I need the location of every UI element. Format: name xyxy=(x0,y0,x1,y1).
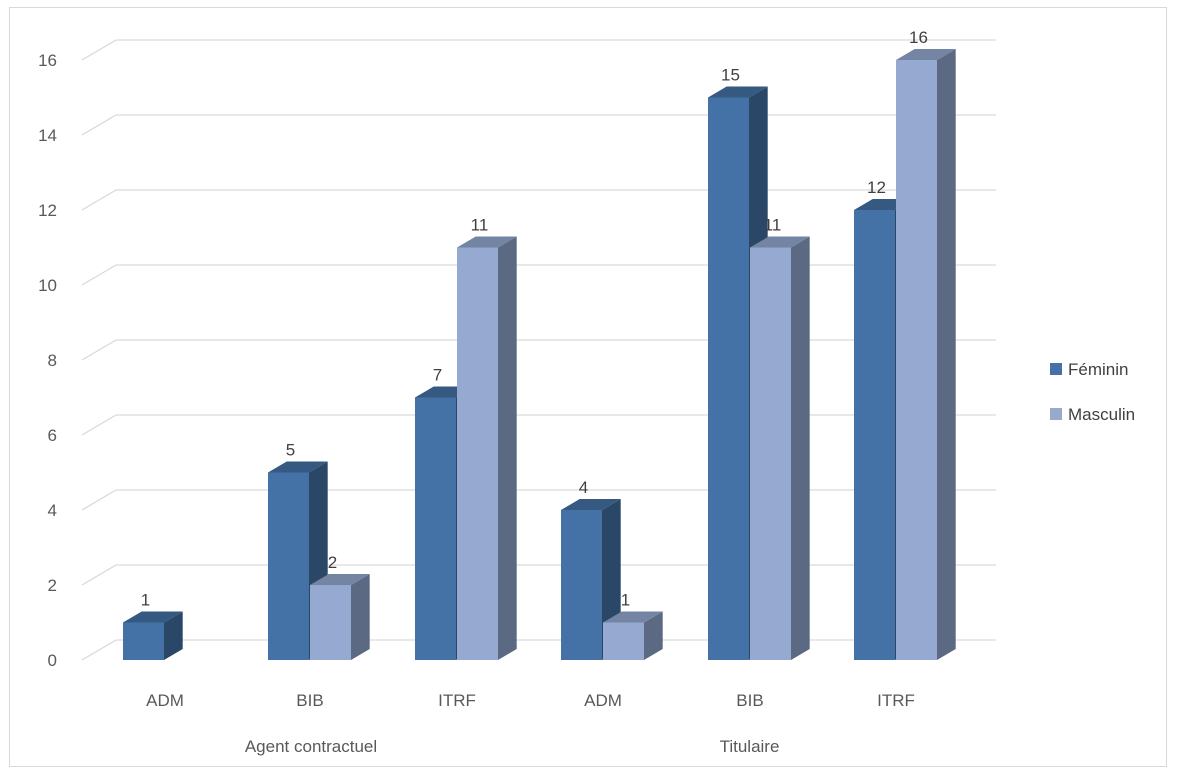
y-tick-label: 2 xyxy=(48,576,57,595)
x-tick-label: ITRF xyxy=(438,691,476,710)
legend-label: Féminin xyxy=(1068,360,1128,379)
y-tick-label: 4 xyxy=(48,501,57,520)
data-label: 15 xyxy=(721,66,740,85)
gridline-side xyxy=(81,489,117,511)
bar-feminin xyxy=(415,397,456,660)
bar-feminin xyxy=(708,97,749,660)
bar-top-face xyxy=(310,574,370,585)
gridline-side xyxy=(81,414,117,436)
y-tick-label: 8 xyxy=(48,351,57,370)
x-tick-label: BIB xyxy=(296,691,323,710)
bar-feminin xyxy=(561,510,602,660)
x-tick-label: ITRF xyxy=(877,691,915,710)
x-group-label: Titulaire xyxy=(720,737,780,756)
bar-masculin xyxy=(603,622,644,660)
data-label: 16 xyxy=(909,28,928,47)
data-label: 2 xyxy=(328,553,337,572)
data-label: 1 xyxy=(141,591,150,610)
bar-top-face xyxy=(603,611,663,623)
data-label: 5 xyxy=(286,441,295,460)
bar-feminin xyxy=(854,210,895,660)
data-label: 4 xyxy=(579,478,588,497)
bar-feminin xyxy=(268,472,309,660)
bar-top-face xyxy=(561,499,621,510)
x-group-label: Agent contractuel xyxy=(245,737,377,756)
gridline-side xyxy=(81,264,117,286)
bar-masculin xyxy=(310,585,351,660)
gridline-side xyxy=(81,339,117,361)
legend-swatch xyxy=(1050,408,1062,420)
legend-label: Masculin xyxy=(1068,405,1135,424)
gridline-side xyxy=(81,114,117,136)
y-tick-label: 0 xyxy=(48,651,57,670)
gridline-side xyxy=(81,639,117,661)
y-tick-label: 12 xyxy=(38,201,57,220)
data-label: 11 xyxy=(471,216,489,235)
bar-top-face xyxy=(268,461,328,473)
y-tick-label: 16 xyxy=(38,51,57,70)
bar-feminin xyxy=(123,622,164,660)
bar-top-face xyxy=(457,236,517,248)
y-tick-label: 10 xyxy=(38,276,57,295)
bar-side-face xyxy=(164,611,183,660)
bar-top-face xyxy=(896,49,956,60)
bar-side-face xyxy=(351,574,370,660)
bar-masculin xyxy=(750,247,791,660)
data-label: 12 xyxy=(867,178,886,197)
y-tick-label: 6 xyxy=(48,426,57,445)
x-tick-label: BIB xyxy=(736,691,763,710)
gridline-side xyxy=(81,39,117,61)
bar-top-face xyxy=(708,86,768,98)
legend-swatch xyxy=(1050,363,1062,375)
bar-side-face xyxy=(644,611,663,660)
gridline-side xyxy=(81,189,117,211)
bar-masculin xyxy=(896,60,937,660)
x-tick-label: ADM xyxy=(584,691,622,710)
bar-side-face xyxy=(498,236,517,660)
y-tick-label: 14 xyxy=(38,126,57,145)
bar-top-face xyxy=(750,236,810,248)
bar-top-face xyxy=(123,611,183,623)
data-label: 1 xyxy=(621,591,630,610)
bar-masculin xyxy=(457,247,498,660)
gridline-side xyxy=(81,564,117,586)
x-tick-label: ADM xyxy=(146,691,184,710)
bar-side-face xyxy=(937,49,956,660)
data-label: 7 xyxy=(433,366,442,385)
bar-side-face xyxy=(791,236,810,660)
data-label: 11 xyxy=(764,216,782,235)
